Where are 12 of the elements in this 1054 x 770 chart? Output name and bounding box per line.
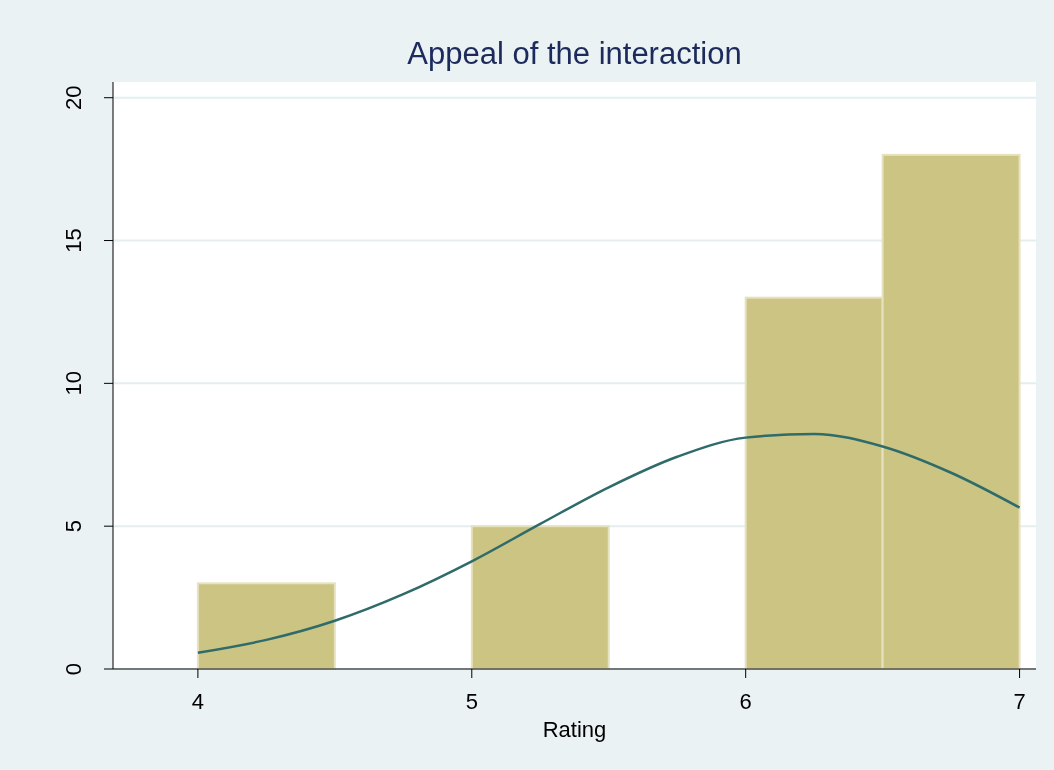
x-tick-label: 5 [465,689,478,714]
y-tick-label: 10 [60,371,86,396]
chart-title: Appeal of the interaction [407,36,742,71]
y-tick-label: 0 [60,662,86,676]
x-tick-label: 7 [1013,689,1026,714]
x-axis-title: Rating [542,717,607,742]
line-series [196,432,1021,654]
y-tick-label: 5 [60,520,86,533]
x-tick-label: 4 [191,689,205,714]
y-tick-label: 20 [60,85,86,110]
y-tick-label: 15 [60,228,86,253]
x-tick-label: 6 [739,689,752,714]
